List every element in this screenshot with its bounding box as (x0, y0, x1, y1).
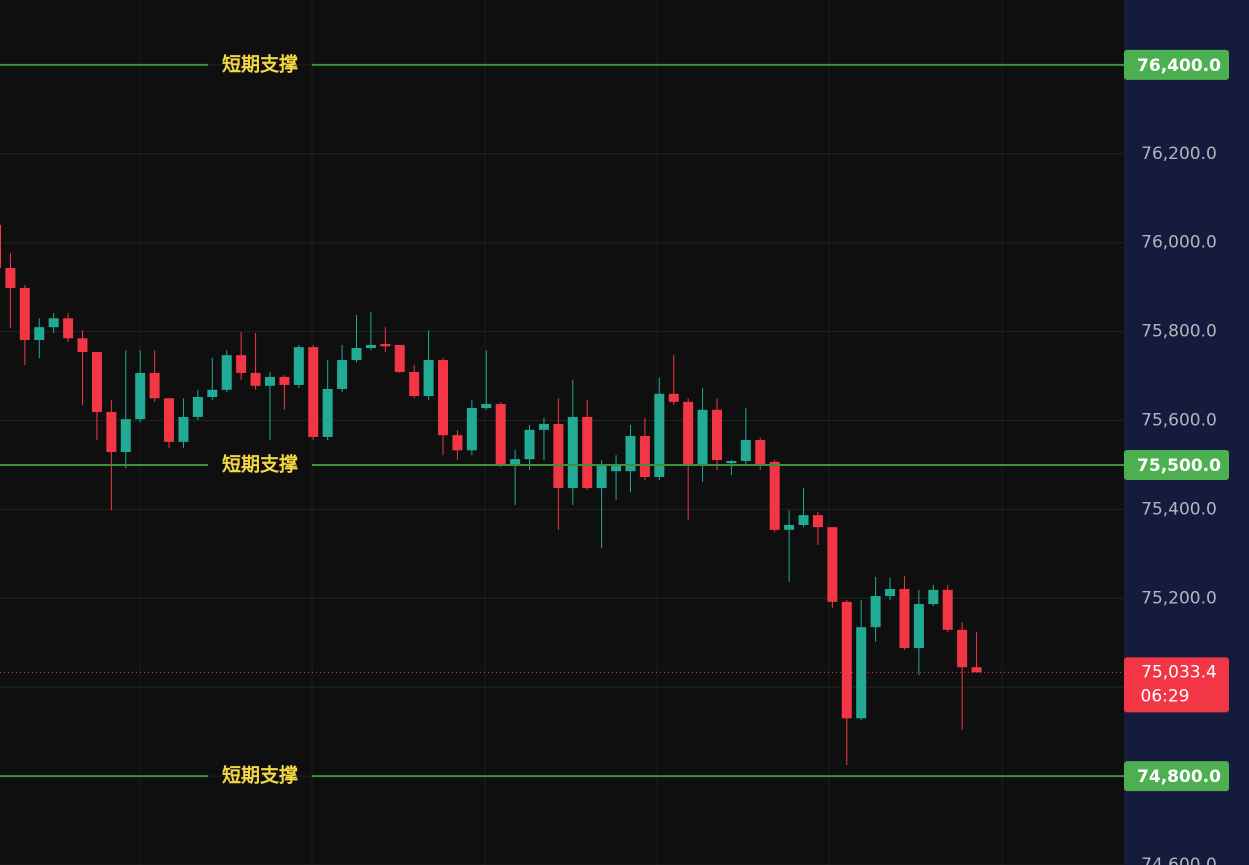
y-tick-label: 75,200.0 (1141, 588, 1217, 608)
candle-body (236, 355, 247, 373)
candle-body (164, 398, 175, 442)
candle-body (538, 424, 549, 430)
badges: 76,400.0 75,500.0 74,800.0 75,033.4 06:29 (1124, 49, 1229, 792)
candle-body (264, 376, 275, 386)
candle-body (48, 318, 59, 328)
y-tick-label: 75,400.0 (1141, 499, 1217, 519)
countdown-label: 06:29 (1141, 686, 1190, 706)
candle-body (668, 393, 679, 402)
candle-body (380, 344, 391, 347)
candle-body (250, 372, 261, 386)
y-tick-label: 76,200.0 (1141, 144, 1217, 164)
candle-body (611, 464, 622, 472)
candle-body (149, 372, 160, 399)
candle-body (582, 416, 593, 489)
candle-body (784, 524, 795, 530)
y-tick-label: 74,600.0 (1141, 855, 1217, 865)
candle-body (913, 604, 924, 649)
candle-body (510, 459, 521, 465)
candle-body (178, 416, 189, 442)
current-price-badge (1124, 657, 1229, 713)
candle-body (34, 327, 45, 341)
candle-body (351, 348, 362, 361)
candle-body (654, 393, 665, 477)
candle-body (697, 409, 708, 465)
candle-body (207, 389, 218, 397)
candle-body (942, 589, 953, 630)
support-label: 短期支撑 (222, 452, 298, 475)
support-badge-label: 76,400.0 (1137, 56, 1221, 76)
candle-body (466, 408, 477, 451)
candle-body (120, 419, 131, 453)
candle-body (957, 629, 968, 668)
candle-body (135, 372, 146, 420)
candle-body (755, 440, 766, 465)
price-axis-panel (1124, 0, 1249, 865)
candle-body (596, 464, 607, 489)
candle-body (928, 589, 939, 605)
support-badge-label: 74,800.0 (1137, 767, 1221, 787)
candle-body (971, 667, 982, 673)
candle-body (322, 388, 333, 437)
candle-body (798, 515, 809, 525)
y-tick-label: 75,600.0 (1141, 410, 1217, 430)
support-badge-label: 75,500.0 (1137, 456, 1221, 476)
candle-body (495, 404, 506, 465)
candle-body (885, 588, 896, 597)
candle-body (409, 372, 420, 397)
candle-body (91, 352, 102, 413)
support-label: 短期支撑 (222, 764, 298, 787)
candle-body (279, 376, 290, 385)
candle-body (0, 224, 1, 269)
y-tick-label: 75,800.0 (1141, 322, 1217, 342)
y-tick-label: 76,000.0 (1141, 233, 1217, 253)
candle-body (856, 627, 867, 719)
candle-body (553, 424, 564, 489)
candle-body (5, 268, 16, 289)
support-label: 短期支撑 (222, 52, 298, 75)
candle-body (740, 440, 751, 461)
candle-body (625, 436, 636, 472)
candle-body (524, 429, 535, 460)
candle-body (726, 460, 737, 464)
candle-body (365, 344, 376, 349)
candle-body (19, 288, 30, 341)
candle-body (827, 527, 838, 602)
candle-body (769, 461, 780, 530)
candle-body (308, 347, 319, 437)
candle-body (841, 601, 852, 719)
candle-body (106, 412, 117, 453)
candle-body (394, 344, 405, 373)
candle-body (423, 360, 434, 397)
candle-body (77, 338, 88, 353)
candle-body (438, 360, 449, 436)
candle-body (221, 355, 232, 390)
support-badge (1124, 761, 1229, 792)
candle-body (192, 396, 203, 417)
candles (0, 224, 982, 765)
current-price-label: 75,033.4 (1141, 662, 1217, 682)
candle-body (452, 435, 463, 451)
support-badge (1124, 49, 1229, 80)
candle-body (63, 318, 74, 339)
candle-body (683, 401, 694, 465)
candle-body (870, 596, 881, 628)
candle-body (712, 409, 722, 461)
candle-body (567, 416, 578, 489)
candle-body (899, 588, 910, 649)
candle-body (481, 404, 492, 409)
candle-body (639, 436, 650, 477)
candle-body (812, 515, 823, 528)
candle-body (293, 347, 304, 385)
support-badge (1124, 449, 1229, 480)
candle-body (337, 360, 348, 389)
